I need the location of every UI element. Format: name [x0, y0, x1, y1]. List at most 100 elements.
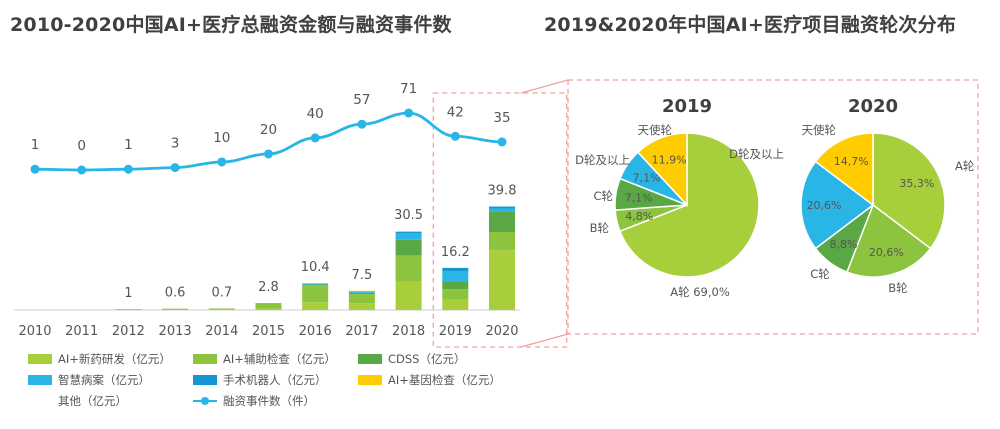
- bar-segment: [442, 289, 469, 300]
- legend-label: 智慧病案（亿元）: [58, 372, 150, 387]
- x-tick-label: 2015: [252, 324, 285, 339]
- pie-slice: [636, 132, 688, 207]
- bar-segment: [442, 299, 469, 310]
- bar-segment: [255, 303, 282, 304]
- legend-item: 其他（亿元）: [28, 392, 193, 409]
- legend-swatch: [193, 353, 217, 364]
- legend-item: 融资事件数（件）: [193, 392, 358, 409]
- bar-segment: [348, 294, 375, 304]
- legend-swatch: [358, 374, 382, 385]
- bar-segment: [395, 281, 422, 310]
- x-tick-label: 2012: [112, 324, 145, 339]
- x-tick-label: 2013: [159, 324, 192, 339]
- right-chart-title: 2019&2020年中国AI+医疗项目融资轮次分布: [544, 14, 957, 36]
- x-tick-label: 2019: [439, 324, 472, 339]
- x-tick-label: 2010: [18, 324, 51, 339]
- bar-segment: [348, 303, 375, 310]
- bar-segment: [302, 285, 329, 303]
- bar-total-label: 2.8: [258, 280, 279, 295]
- event-count-label: 35: [493, 110, 510, 126]
- event-count-label: 0: [77, 138, 86, 154]
- bar-total-label: 7.5: [352, 268, 373, 283]
- legend-item: 手术机器人（亿元）: [193, 371, 358, 388]
- bar-segment: [162, 308, 189, 310]
- bar-segment: [255, 308, 282, 310]
- event-count-label: 20: [260, 122, 277, 138]
- legend-label: 手术机器人（亿元）: [223, 372, 327, 387]
- bar-segment: [115, 309, 142, 310]
- pie-value-label: 8,8%: [830, 238, 858, 251]
- legend-line-swatch: [193, 396, 217, 406]
- event-count-label: 10: [213, 130, 230, 146]
- bar-segment: [395, 231, 422, 232]
- bar-segment: [302, 282, 329, 284]
- event-count-label: 1: [124, 137, 133, 153]
- bar-segment: [348, 292, 375, 295]
- pie-value-label: 14,7%: [834, 155, 869, 168]
- event-count-label: 71: [400, 81, 417, 97]
- connector-line-top: [520, 79, 569, 94]
- event-count-point: [123, 164, 133, 174]
- pie-category-label: D轮及以上: [575, 153, 630, 167]
- legend-label: 其他（亿元）: [58, 393, 127, 408]
- bar-segment: [395, 239, 422, 256]
- event-count-point: [264, 149, 273, 159]
- pie-value-label: 11,9%: [652, 153, 687, 166]
- chart-legend: AI+新药研发（亿元） AI+辅助检查（亿元） CDSS（亿元） 智慧病案（亿元） 手术…: [28, 350, 548, 409]
- bar-total-label: 10.4: [301, 260, 330, 275]
- bar-segment: [489, 208, 515, 212]
- event-count-point: [77, 165, 87, 175]
- bar-segment: [442, 281, 469, 290]
- bar-segment: [395, 255, 422, 282]
- bar-segment: [348, 291, 375, 293]
- legend-swatch: [358, 353, 382, 364]
- pie-category-label: B轮: [888, 281, 908, 295]
- event-count-point: [30, 164, 40, 174]
- pie-value-label: 4,8%: [625, 210, 653, 223]
- bar-segment: [489, 206, 515, 209]
- pie-category-label: 天使轮: [638, 123, 673, 137]
- legend-item: CDSS（亿元）: [358, 350, 523, 367]
- legend-swatch: [193, 374, 217, 385]
- bar-total-label: 16.2: [441, 245, 470, 260]
- event-count-label: 1: [31, 137, 40, 153]
- legend-item: AI+辅助检查（亿元）: [193, 350, 358, 367]
- event-count-point: [497, 137, 507, 147]
- bar-segment: [489, 211, 515, 232]
- pie-slice: [814, 132, 874, 207]
- bar-total-label: 0.7: [211, 285, 232, 300]
- bar-segment: [302, 284, 329, 286]
- legend-label: AI+辅助检查（亿元）: [223, 351, 336, 366]
- bar-segment: [162, 309, 189, 310]
- x-tick-label: 2011: [65, 324, 98, 339]
- legend-swatch: [28, 395, 52, 406]
- pie-slice: [872, 132, 946, 250]
- event-count-label: 3: [171, 136, 180, 152]
- legend-item: AI+基因检查（亿元）: [358, 371, 523, 388]
- pie-title: 2019: [662, 96, 712, 117]
- pie-slice: [845, 203, 932, 278]
- pie-category-label: C轮: [810, 267, 830, 281]
- bar-segment: [489, 250, 515, 310]
- event-count-point: [357, 119, 367, 129]
- legend-label: AI+基因检查（亿元）: [388, 372, 501, 387]
- event-count-label: 40: [307, 106, 324, 122]
- bar-segment: [442, 271, 469, 282]
- pie-value-label: 35,3%: [899, 177, 934, 190]
- bar-total-label: 30.5: [394, 208, 423, 223]
- pie-value-label: 20,6%: [807, 199, 842, 212]
- bar-segment: [348, 290, 375, 292]
- pie-category-label: D轮及以上: [729, 147, 784, 161]
- left-chart-title: 2010-2020中国AI+医疗总融资金额与融资事件数: [10, 14, 452, 36]
- pie-category-label: C轮: [593, 189, 613, 203]
- x-tick-label: 2020: [485, 324, 518, 339]
- event-count-label: 57: [353, 92, 370, 108]
- pie-category-label: A轮 69,0%: [670, 285, 730, 299]
- x-tick-label: 2017: [345, 324, 378, 339]
- bar-total-label: 1: [124, 286, 132, 301]
- pie-category-label: 天使轮: [802, 123, 837, 137]
- legend-item: 智慧病案（亿元）: [28, 371, 193, 388]
- event-count-point: [217, 157, 227, 167]
- pie-category-label: B轮: [590, 221, 610, 235]
